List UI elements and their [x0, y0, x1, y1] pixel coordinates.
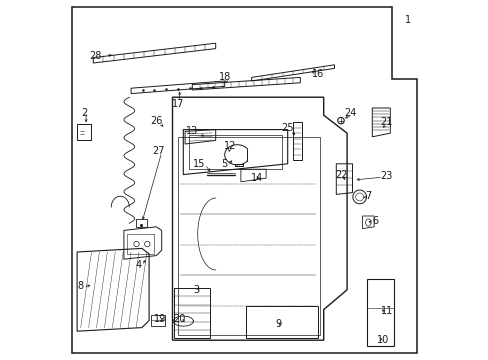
Text: 17: 17	[171, 99, 183, 109]
Text: 1: 1	[405, 15, 410, 25]
Bar	[151, 315, 164, 326]
Text: 5: 5	[221, 159, 227, 169]
Text: 12: 12	[224, 141, 236, 151]
Text: 21: 21	[380, 117, 392, 127]
Text: 2: 2	[81, 108, 87, 118]
Text: 13: 13	[186, 126, 198, 136]
Text: 9: 9	[275, 319, 281, 329]
Bar	[136, 219, 147, 227]
Text: 8: 8	[78, 281, 83, 291]
Text: 7: 7	[365, 191, 371, 201]
Bar	[366, 279, 393, 346]
Text: 20: 20	[173, 314, 185, 324]
Text: 28: 28	[89, 51, 101, 61]
Text: 26: 26	[150, 116, 162, 126]
Bar	[77, 124, 91, 140]
Text: 16: 16	[311, 69, 324, 79]
Text: 4: 4	[135, 260, 141, 270]
Text: 19: 19	[153, 314, 166, 324]
Text: 6: 6	[372, 216, 378, 226]
Text: 15: 15	[193, 159, 205, 169]
Text: 18: 18	[218, 72, 230, 82]
Bar	[188, 135, 282, 169]
Text: 24: 24	[344, 108, 356, 118]
Bar	[127, 234, 154, 254]
Text: 25: 25	[281, 123, 293, 133]
Text: 11: 11	[380, 306, 392, 316]
Text: 3: 3	[192, 285, 199, 295]
Text: 27: 27	[152, 146, 164, 156]
Text: 14: 14	[250, 173, 263, 183]
Text: 10: 10	[376, 335, 388, 345]
Text: 22: 22	[335, 170, 347, 180]
Text: 23: 23	[380, 171, 392, 181]
